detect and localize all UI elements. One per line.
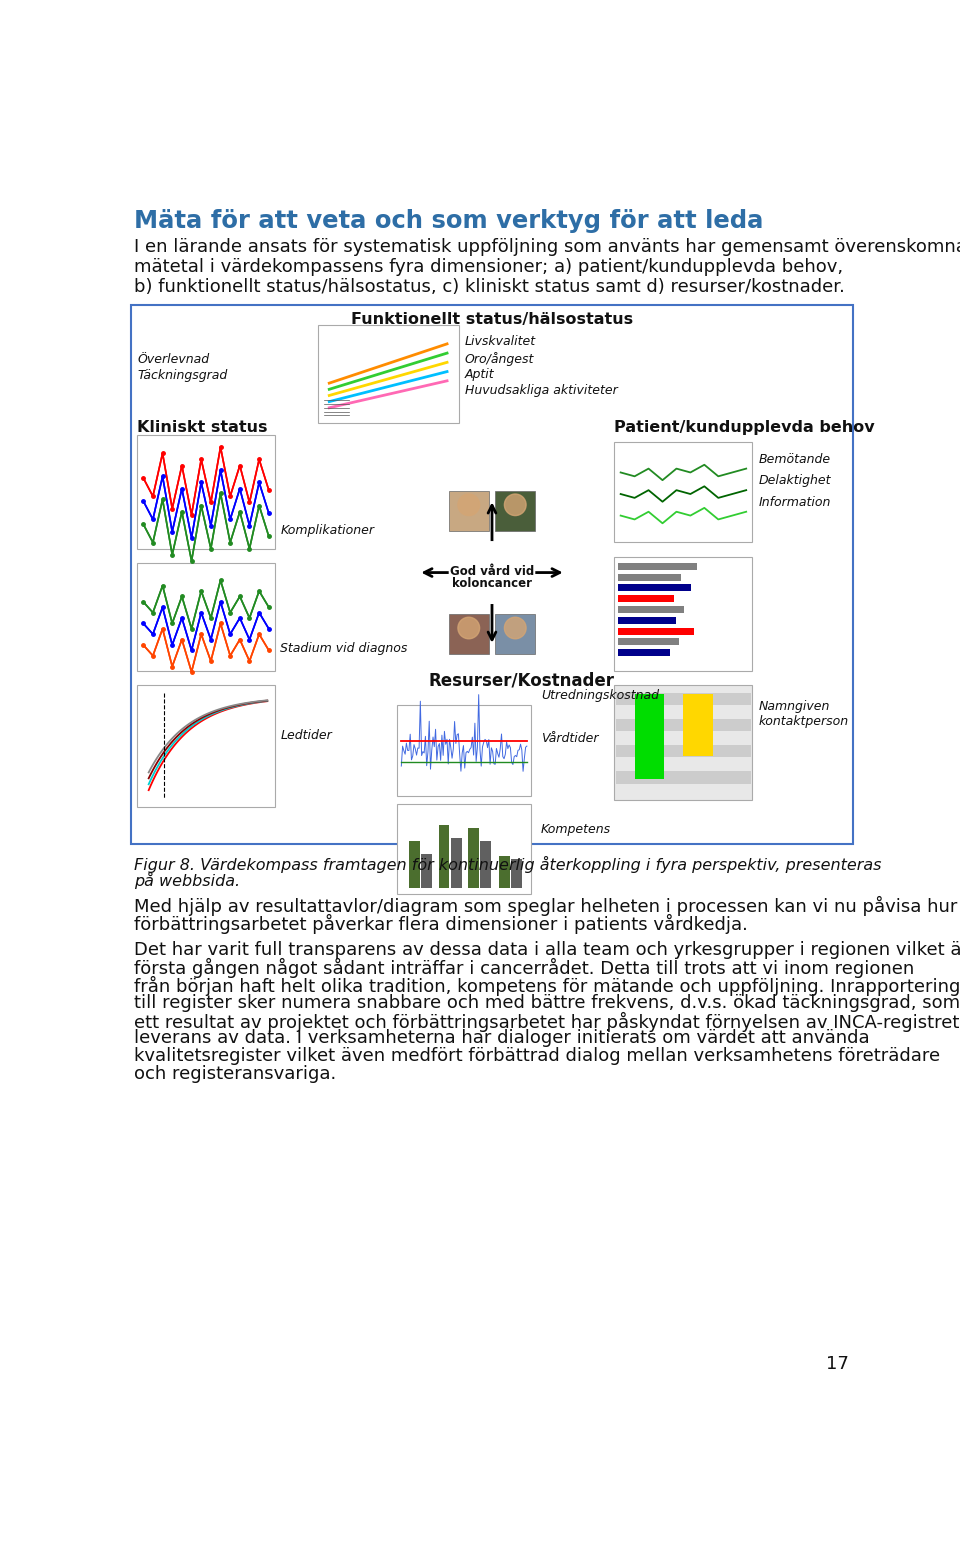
Bar — [616, 719, 751, 731]
Text: Delaktighet: Delaktighet — [758, 474, 831, 488]
FancyBboxPatch shape — [397, 803, 531, 894]
FancyBboxPatch shape — [318, 325, 459, 424]
Bar — [616, 746, 751, 758]
Text: Bemötande: Bemötande — [758, 453, 830, 466]
Text: Ledtider: Ledtider — [280, 728, 332, 742]
Text: från början haft helt olika tradition, kompetens för mätande och uppföljning. In: från början haft helt olika tradition, k… — [134, 975, 960, 996]
Text: till register sker numera snabbare och med bättre frekvens, d.v.s. ökad täckning: till register sker numera snabbare och m… — [134, 994, 960, 1011]
Bar — [421, 853, 432, 888]
Text: kvalitetsregister vilket även medfört förbättrad dialog mellan verksamhetens för: kvalitetsregister vilket även medfört fö… — [134, 1047, 940, 1064]
Text: Resurser/Kostnader: Resurser/Kostnader — [428, 671, 614, 689]
Bar — [618, 649, 670, 656]
Text: Komplikationer: Komplikationer — [280, 524, 374, 538]
Text: I en lärande ansats för systematisk uppföljning som använts har gemensamt överen: I en lärande ansats för systematisk uppf… — [134, 239, 960, 256]
Bar — [618, 638, 679, 646]
FancyBboxPatch shape — [397, 705, 531, 796]
Text: på webbsida.: på webbsida. — [134, 872, 240, 889]
Text: mätetal i värdekompassens fyra dimensioner; a) patient/kundupplevda behov,: mätetal i värdekompassens fyra dimension… — [134, 258, 843, 277]
Bar — [618, 628, 694, 635]
FancyBboxPatch shape — [495, 614, 536, 655]
Circle shape — [458, 494, 480, 516]
Text: förbättringsarbetet påverkar flera dimensioner i patients vårdkedja.: förbättringsarbetet påverkar flera dimen… — [134, 914, 748, 933]
Ellipse shape — [449, 542, 535, 603]
Text: Med hjälp av resultattavlor/diagram som speglar helheten i processen kan vi nu p: Med hjälp av resultattavlor/diagram som … — [134, 896, 957, 916]
FancyBboxPatch shape — [448, 491, 489, 531]
Text: Täckningsgrad: Täckningsgrad — [137, 369, 228, 381]
FancyBboxPatch shape — [614, 556, 753, 671]
Circle shape — [504, 494, 526, 516]
Bar — [616, 771, 751, 783]
Bar — [512, 860, 522, 888]
Text: koloncancer: koloncancer — [452, 577, 532, 591]
Text: Figur 8. Värdekompass framtagen för kontinuerlig återkoppling i fyra perspektiv,: Figur 8. Värdekompass framtagen för kont… — [134, 857, 881, 874]
Bar — [468, 828, 479, 888]
Text: Mäta för att veta och som verktyg för att leda: Mäta för att veta och som verktyg för at… — [134, 209, 763, 233]
Text: och registeransvariga.: och registeransvariga. — [134, 1064, 336, 1083]
Text: Det har varit full transparens av dessa data i alla team och yrkesgrupper i regi: Det har varit full transparens av dessa … — [134, 941, 960, 958]
Text: Kliniskt status: Kliniskt status — [137, 420, 268, 435]
FancyBboxPatch shape — [614, 685, 753, 800]
Text: Information: Information — [758, 495, 831, 508]
FancyBboxPatch shape — [614, 442, 753, 542]
Text: Överlevnad: Överlevnad — [137, 353, 209, 366]
Circle shape — [504, 617, 526, 639]
Bar — [635, 694, 664, 778]
Bar — [618, 606, 684, 613]
Bar — [451, 838, 462, 888]
Bar — [618, 574, 681, 580]
Text: Stadium vid diagnos: Stadium vid diagnos — [280, 642, 408, 655]
Bar — [616, 692, 751, 705]
Circle shape — [458, 617, 480, 639]
Text: leverans av data. I verksamheterna har dialoger initierats om värdet att använda: leverans av data. I verksamheterna har d… — [134, 1028, 870, 1047]
Text: b) funktionellt status/hälsostatus, c) kliniskt status samt d) resurser/kostnade: b) funktionellt status/hälsostatus, c) k… — [134, 278, 845, 297]
Text: 17: 17 — [826, 1355, 849, 1374]
Text: Huvudsakliga aktiviteter: Huvudsakliga aktiviteter — [465, 384, 617, 397]
Text: Vårdtider: Vårdtider — [540, 731, 598, 746]
Text: ett resultat av projektet och förbättringsarbetet har påskyndat förnyelsen av IN: ett resultat av projektet och förbättrin… — [134, 1011, 960, 1032]
Bar — [618, 563, 697, 570]
Text: Utredningskostnad: Utredningskostnad — [540, 689, 659, 702]
FancyBboxPatch shape — [137, 685, 275, 807]
Bar — [684, 694, 713, 756]
Bar — [439, 825, 449, 888]
Text: Kompetens: Kompetens — [540, 822, 611, 836]
Text: Patient/kundupplevda behov: Patient/kundupplevda behov — [614, 420, 876, 435]
FancyBboxPatch shape — [131, 305, 853, 844]
Text: första gången något sådant inträffar i cancerrådet. Detta till trots att vi inom: första gången något sådant inträffar i c… — [134, 958, 914, 978]
Bar — [618, 596, 674, 602]
FancyBboxPatch shape — [137, 563, 275, 671]
Bar — [480, 841, 492, 888]
FancyBboxPatch shape — [495, 491, 536, 531]
Text: Aptit: Aptit — [465, 367, 494, 381]
Bar — [499, 857, 510, 888]
FancyBboxPatch shape — [448, 614, 489, 655]
Bar — [409, 841, 420, 888]
Text: Livskvalitet: Livskvalitet — [465, 336, 536, 349]
Bar — [618, 585, 691, 591]
Text: Funktionellt status/hälsostatus: Funktionellt status/hälsostatus — [351, 311, 633, 327]
Bar — [618, 617, 676, 624]
FancyBboxPatch shape — [137, 436, 275, 550]
Text: Oro/ångest: Oro/ångest — [465, 352, 535, 366]
Text: God vård vid: God vård vid — [450, 564, 534, 578]
Text: Namngiven
kontaktperson: Namngiven kontaktperson — [758, 700, 849, 728]
